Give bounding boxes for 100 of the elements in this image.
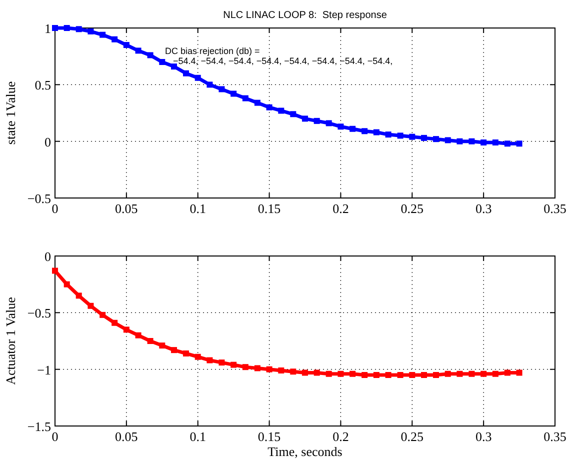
point	[397, 372, 404, 378]
point	[218, 360, 225, 366]
point	[421, 134, 427, 141]
point	[409, 134, 416, 140]
point	[492, 370, 498, 377]
point	[516, 140, 522, 147]
point	[468, 138, 475, 144]
point	[385, 372, 392, 378]
y-axis-title: Actuator 1 Value	[3, 296, 18, 385]
point	[362, 372, 368, 378]
point	[159, 342, 166, 349]
point	[147, 338, 154, 344]
point	[290, 368, 296, 375]
point	[326, 370, 332, 377]
point	[52, 268, 58, 274]
y-tick-label: −0.5	[27, 306, 51, 321]
point	[266, 104, 272, 110]
point	[433, 136, 439, 142]
point	[314, 370, 320, 376]
point	[480, 139, 487, 146]
point	[456, 370, 463, 377]
point	[492, 139, 498, 146]
point	[362, 128, 368, 134]
x-tick-label: 0.25	[400, 429, 424, 444]
x-tick-label: 0.25	[400, 201, 424, 216]
point	[135, 332, 142, 338]
point	[88, 302, 94, 309]
x-tick-label: 0.1	[190, 429, 206, 444]
point	[230, 90, 237, 97]
y-tick-label: 1	[44, 21, 51, 36]
point	[302, 370, 308, 376]
point	[504, 140, 510, 147]
point	[171, 347, 177, 354]
point	[338, 124, 344, 130]
x-tick-label: 0.35	[544, 429, 566, 444]
point	[100, 312, 106, 318]
point	[76, 26, 82, 32]
point	[290, 111, 296, 118]
y-tick-label: −1	[37, 362, 51, 378]
y-tick-label: 0	[44, 134, 51, 150]
x-tick-label: 0.2	[332, 429, 349, 444]
x-tick-label: 0.35	[544, 201, 566, 216]
point	[350, 370, 356, 377]
point	[516, 370, 522, 376]
point	[385, 132, 392, 138]
x-tick-label: 0.15	[258, 201, 281, 216]
x-tick-label: 0.15	[258, 429, 281, 444]
x-tick-label: 0.3	[475, 429, 492, 444]
point	[183, 350, 189, 356]
y-axis-title: state 1Value	[3, 81, 18, 145]
point	[350, 126, 356, 132]
point	[52, 25, 58, 31]
x-axis-title: Time, seconds	[268, 444, 342, 459]
point	[159, 59, 166, 65]
point	[444, 137, 451, 144]
point	[504, 370, 510, 376]
point	[278, 108, 284, 114]
point	[76, 292, 82, 299]
point	[278, 367, 284, 374]
point	[338, 370, 344, 377]
point	[409, 372, 416, 378]
point	[123, 42, 130, 48]
point	[242, 364, 248, 370]
point	[218, 86, 225, 92]
y-tick-label: 0.5	[34, 78, 51, 93]
point	[194, 354, 201, 360]
x-tick-label: 0.1	[190, 201, 206, 216]
point	[314, 118, 320, 124]
point	[183, 70, 189, 76]
point	[254, 100, 260, 106]
y-tick-label: −1.5	[27, 419, 51, 434]
point	[468, 370, 475, 377]
point	[123, 326, 130, 333]
point	[147, 52, 154, 58]
x-tick-label: 0.2	[332, 201, 349, 216]
point	[206, 82, 213, 88]
point	[456, 138, 463, 144]
annotation: DC bias rejection (db) = −54.4, −54.4, −54.4, −54.4, −54.4, −54.4, −54.4, −54.4,	[165, 46, 393, 66]
point	[480, 370, 487, 377]
point	[64, 281, 70, 288]
point	[373, 129, 380, 136]
point	[254, 365, 260, 372]
x-tick-label: 0.05	[115, 201, 138, 216]
point	[194, 74, 201, 81]
point	[230, 362, 237, 368]
x-tick-label: 0.05	[115, 429, 138, 444]
point	[421, 372, 427, 378]
point	[266, 366, 272, 372]
x-tick-label: 0.3	[475, 201, 492, 216]
chart-title: NLC LINAC LOOP 8: Step response	[223, 10, 388, 21]
y-tick-label: 0	[44, 249, 51, 264]
point	[302, 116, 308, 122]
point	[64, 25, 70, 31]
point	[112, 320, 118, 326]
point	[242, 95, 248, 102]
point	[433, 372, 439, 378]
point	[88, 28, 94, 34]
point	[373, 372, 380, 378]
point	[206, 357, 213, 364]
point	[326, 120, 332, 126]
